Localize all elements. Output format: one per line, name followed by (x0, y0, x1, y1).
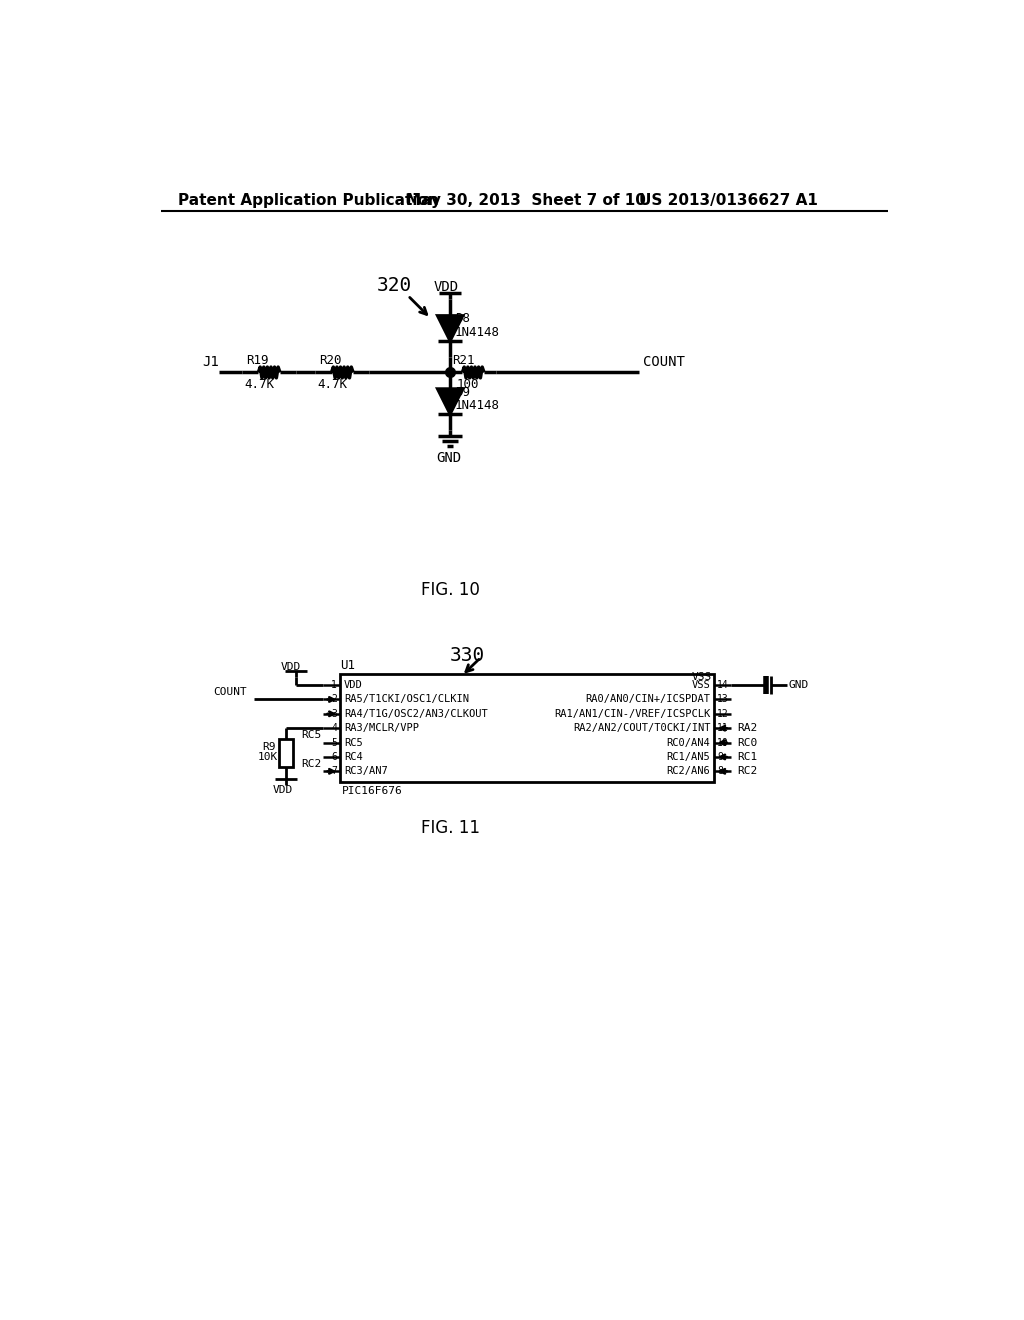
Text: VDD: VDD (433, 280, 459, 294)
Text: RA2/AN2/COUT/T0CKI/INT: RA2/AN2/COUT/T0CKI/INT (572, 723, 711, 733)
Text: RC2: RC2 (737, 767, 758, 776)
Text: PIC16F676: PIC16F676 (342, 787, 403, 796)
Text: COUNT: COUNT (214, 686, 248, 697)
Text: Patent Application Publication: Patent Application Publication (178, 193, 439, 209)
Text: RC0/AN4: RC0/AN4 (667, 738, 711, 747)
Text: R9: R9 (262, 742, 275, 751)
Text: 4: 4 (331, 723, 337, 733)
Text: 100: 100 (457, 379, 479, 391)
Text: 14: 14 (717, 680, 729, 690)
Text: RC5: RC5 (301, 730, 322, 741)
Text: 2: 2 (331, 694, 337, 705)
Text: R21: R21 (452, 354, 474, 367)
Text: RC0: RC0 (737, 738, 758, 747)
Text: 13: 13 (717, 694, 729, 705)
Bar (340, 675, 714, 781)
Text: VDD: VDD (272, 785, 293, 795)
Text: RC1/AN5: RC1/AN5 (667, 752, 711, 762)
Text: RA5/T1CKI/OSC1/CLKIN: RA5/T1CKI/OSC1/CLKIN (344, 694, 469, 705)
Text: RA1/AN1/CIN-/VREF/ICSPCLK: RA1/AN1/CIN-/VREF/ICSPCLK (554, 709, 711, 719)
Text: 3: 3 (331, 709, 337, 719)
Text: GND: GND (436, 451, 462, 465)
Text: 10K: 10K (258, 752, 278, 763)
Text: 1N4148: 1N4148 (455, 326, 500, 338)
Text: 1: 1 (331, 680, 337, 690)
Text: VSS: VSS (691, 672, 712, 682)
Text: 11: 11 (717, 723, 729, 733)
Polygon shape (438, 315, 463, 341)
Text: 12: 12 (717, 709, 729, 719)
Text: RC2/AN6: RC2/AN6 (667, 767, 711, 776)
Text: R19: R19 (246, 354, 268, 367)
Text: FIG. 11: FIG. 11 (421, 820, 479, 837)
Text: RC4: RC4 (344, 752, 362, 762)
Text: RA3/MCLR/VPP: RA3/MCLR/VPP (344, 723, 419, 733)
Text: May 30, 2013  Sheet 7 of 10: May 30, 2013 Sheet 7 of 10 (407, 193, 646, 209)
Text: 4.7K: 4.7K (245, 379, 274, 391)
Polygon shape (438, 389, 463, 413)
Text: 8: 8 (717, 767, 723, 776)
Text: VDD: VDD (281, 661, 301, 672)
Text: RA2: RA2 (737, 723, 758, 733)
Text: 4.7K: 4.7K (317, 379, 348, 391)
Text: 5: 5 (331, 738, 337, 747)
Text: RA4/T1G/OSC2/AN3/CLKOUT: RA4/T1G/OSC2/AN3/CLKOUT (344, 709, 487, 719)
Text: RC2: RC2 (301, 759, 322, 768)
Text: 330: 330 (451, 645, 485, 664)
Text: J1: J1 (202, 355, 219, 368)
Text: US 2013/0136627 A1: US 2013/0136627 A1 (639, 193, 817, 209)
Text: RC5: RC5 (344, 738, 362, 747)
Text: 10: 10 (717, 738, 729, 747)
Text: VDD: VDD (344, 680, 362, 690)
Text: FIG. 10: FIG. 10 (421, 581, 479, 598)
Text: VSS: VSS (691, 680, 711, 690)
Text: 320: 320 (377, 276, 413, 294)
Text: RC3/AN7: RC3/AN7 (344, 767, 388, 776)
Text: RC1: RC1 (737, 752, 758, 762)
Text: 6: 6 (331, 752, 337, 762)
Text: GND: GND (788, 680, 808, 690)
Text: RA0/AN0/CIN+/ICSPDAT: RA0/AN0/CIN+/ICSPDAT (586, 694, 711, 705)
Text: D9: D9 (455, 385, 470, 399)
Bar (280, 739, 293, 767)
Text: 9: 9 (717, 752, 723, 762)
Text: U1: U1 (340, 659, 355, 672)
Text: D8: D8 (455, 313, 470, 326)
Text: COUNT: COUNT (643, 355, 684, 368)
Text: 1N4148: 1N4148 (455, 399, 500, 412)
Text: R20: R20 (319, 354, 342, 367)
Text: 7: 7 (331, 767, 337, 776)
